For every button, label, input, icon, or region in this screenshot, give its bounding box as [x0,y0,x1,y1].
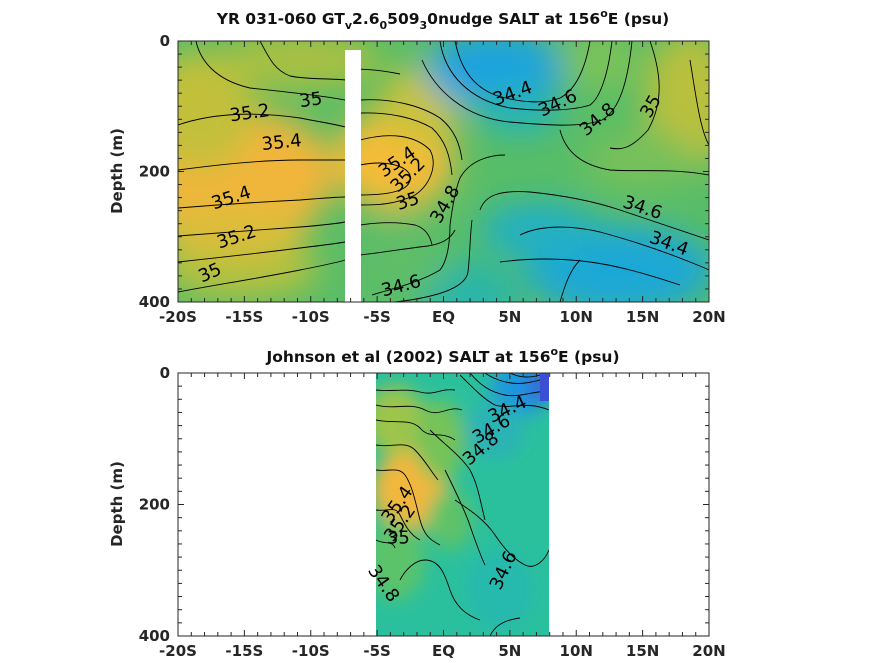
title-model: YR 031-060 GTv2.6050930nudge SALT at 156… [216,7,670,32]
salinity-field-model [178,41,709,302]
x-tick-label: -5S [363,308,390,326]
axes-model: -20S -15S -10S -5S EQ 5N 10N 15N 20N 0 200 400 [139,32,726,326]
y-tick-label: 0 [160,32,170,50]
x-tick-label: -10S [292,308,330,326]
y-tick-label: 200 [139,496,170,514]
x-tick-label: 20N [692,642,725,660]
x-tick-label: -20S [159,642,197,660]
x-tick-label: -10S [292,642,330,660]
x-tick-label: 15N [626,642,659,660]
y-axis-label-model: Depth (m) [108,128,126,214]
x-tick-label: -20S [159,308,197,326]
contour-label: 35 [298,88,324,112]
x-tick-label: 10N [560,642,593,660]
y-tick-label: 200 [139,163,170,181]
x-tick-label: EQ [432,308,455,326]
contour-lines-observed [376,373,549,636]
axes-observed: -20S -15S -10S -5S EQ 5N 10N 15N 20N 0 200 400 [139,364,726,660]
contour-label: 35.4 [261,130,303,155]
x-tick-label: -15S [225,642,263,660]
y-tick-label: 400 [139,293,170,311]
contour-label: 35 [387,527,410,548]
panel-model: YR 031-060 GTv2.6050930nudge SALT at 156… [108,7,726,326]
x-tick-label: 10N [560,308,593,326]
x-tick-label: 20N [692,308,725,326]
missing-data-band [345,50,361,302]
panel-observed: Johnson et al (2002) SALT at 156oE (psu) [108,345,726,660]
x-tick-label: -15S [225,308,263,326]
title-observed: Johnson et al (2002) SALT at 156oE (psu) [265,345,619,366]
contour-lines-model [178,41,709,302]
x-tick-label: EQ [432,642,455,660]
x-tick-label: 15N [626,308,659,326]
y-tick-label: 0 [160,364,170,382]
x-tick-label: -5S [363,642,390,660]
x-tick-label: 5N [498,642,521,660]
x-tick-label: 5N [498,308,521,326]
y-axis-label-observed: Depth (m) [108,461,126,547]
y-tick-label: 400 [139,627,170,645]
salinity-field-observed [376,373,549,636]
